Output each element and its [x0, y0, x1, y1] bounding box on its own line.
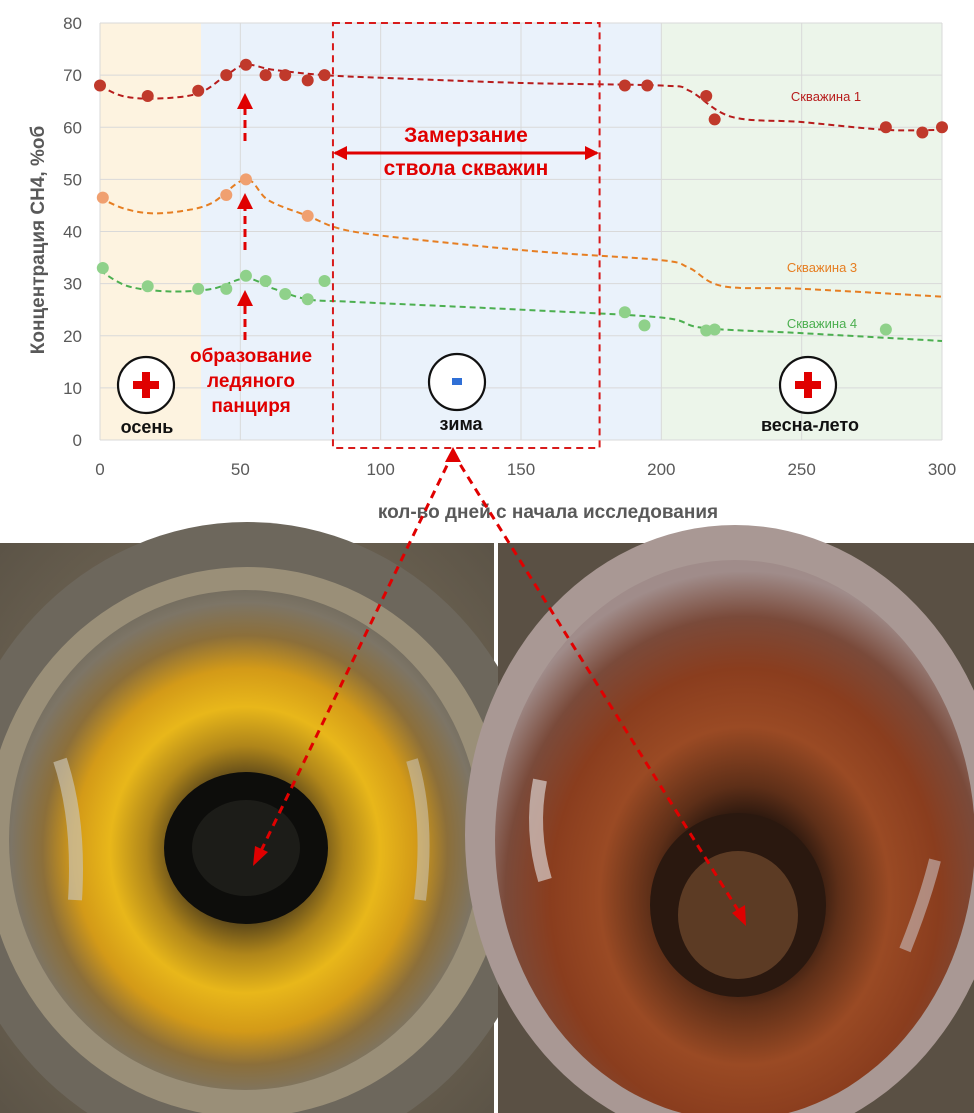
- data-point: [638, 319, 651, 332]
- y-tick-label: 40: [63, 223, 82, 242]
- freeze-double-arrow: [333, 146, 599, 160]
- data-point: [916, 126, 929, 139]
- data-point: [192, 84, 205, 97]
- data-point: [279, 69, 292, 82]
- freeze-label-line2: ствола скважин: [384, 157, 549, 180]
- y-tick-label: 80: [63, 14, 82, 33]
- x-tick-label: 100: [366, 460, 394, 479]
- y-tick-label: 50: [63, 170, 82, 189]
- series-label-3: Скважина 4: [787, 316, 857, 331]
- data-point: [708, 323, 721, 336]
- data-point: [618, 79, 631, 92]
- data-point: [94, 79, 106, 92]
- trendlines: [99, 63, 943, 342]
- data-point: [220, 189, 233, 202]
- autumn-plus-icon: [116, 355, 176, 415]
- data-point: [318, 69, 331, 82]
- data-point: [936, 121, 948, 134]
- well-pipe-yellow-icon: [0, 522, 547, 1113]
- data-point: [301, 74, 314, 87]
- data-points: [94, 58, 948, 337]
- y-axis-title: Концентрация СН4, %об: [28, 126, 49, 354]
- data-point: [141, 89, 154, 102]
- data-point: [239, 269, 252, 282]
- chart: 0 10 20 30 40 50 60 70 80 0 50 100 150 200 250 300 Скв…: [28, 14, 956, 523]
- data-point: [618, 306, 631, 319]
- winter-minus-icon: [427, 352, 487, 412]
- trendline-series-3: [99, 269, 943, 342]
- data-point: [96, 191, 109, 204]
- data-point: [879, 323, 892, 336]
- ice-label-line2: ледяного: [207, 371, 295, 392]
- x-tick-label: 50: [231, 460, 250, 479]
- freeze-label-line1: Замерзание: [404, 124, 528, 147]
- x-tick-label: 250: [787, 460, 815, 479]
- data-point: [220, 282, 233, 295]
- data-point: [700, 89, 713, 102]
- spring-plus-icon: [778, 355, 838, 415]
- photo-pointer-arrowheads: [253, 447, 746, 926]
- ice-label-line1: образование: [190, 346, 312, 367]
- season-label-spring-summer: весна-лето: [761, 415, 859, 435]
- y-tick-label: 10: [63, 379, 82, 398]
- trendline-series-1: [99, 63, 943, 132]
- data-point: [141, 280, 154, 293]
- gridlines: [99, 22, 943, 441]
- x-tick-label: 0: [95, 460, 104, 479]
- ice-shell-arrowheads: [237, 93, 253, 306]
- y-tick-label: 30: [63, 275, 82, 294]
- photo-right: [465, 525, 974, 1113]
- data-point: [301, 293, 314, 306]
- x-tick-label: 150: [507, 460, 535, 479]
- x-axis-title: кол-во дней с начала исследования: [378, 502, 718, 523]
- freeze-period-box: [331, 22, 601, 449]
- data-point: [259, 69, 272, 82]
- data-point: [641, 79, 654, 92]
- data-point: [96, 261, 109, 274]
- data-point: [259, 275, 272, 288]
- data-point: [192, 282, 205, 295]
- y-tick-labels: 0 10 20 30 40 50 60 70 80: [63, 14, 82, 450]
- x-tick-label: 200: [647, 460, 675, 479]
- data-point: [239, 58, 252, 71]
- photo-left: [0, 522, 547, 1113]
- y-tick-label: 20: [63, 327, 82, 346]
- data-point: [879, 121, 892, 134]
- x-tick-label: 300: [928, 460, 956, 479]
- photo-pointer-arrows: [258, 452, 743, 916]
- data-point: [220, 69, 233, 82]
- season-label-winter: зима: [439, 414, 483, 434]
- series-labels: Скважина 1 Скважина 3 Скважина 4: [787, 89, 861, 331]
- y-tick-label: 0: [73, 431, 82, 450]
- y-tick-label: 60: [63, 118, 82, 137]
- trendline-series-2: [99, 178, 943, 298]
- data-point: [318, 275, 331, 288]
- x-tick-labels: 0 50 100 150 200 250 300: [95, 460, 956, 479]
- data-point: [708, 113, 721, 126]
- season-label-autumn: осень: [121, 417, 174, 437]
- series-label-1: Скважина 1: [791, 89, 861, 104]
- series-label-2: Скважина 3: [787, 260, 857, 275]
- data-point: [301, 209, 314, 222]
- ice-label-line3: панциря: [211, 396, 290, 417]
- y-tick-label: 70: [63, 66, 82, 85]
- data-point: [239, 173, 252, 186]
- data-point: [279, 288, 292, 301]
